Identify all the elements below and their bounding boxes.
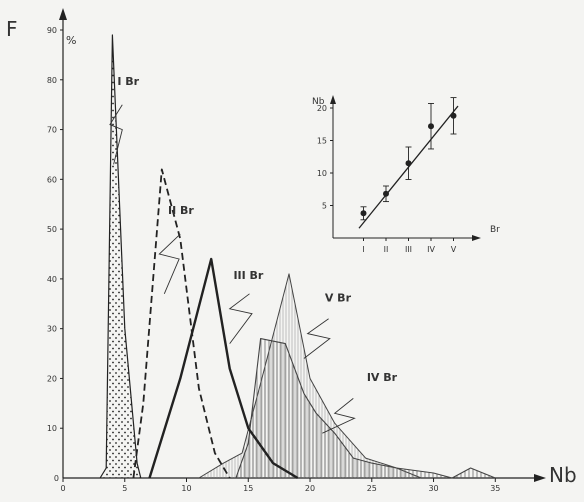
series-iii-br-leader [228, 293, 253, 344]
series-i-br-leader [109, 104, 123, 165]
series-v-br-leader [303, 318, 331, 359]
inset-point [428, 123, 434, 130]
y-tick-label: 10 [47, 424, 57, 433]
y-tick-label: 20 [47, 374, 57, 383]
x-tick-label: 5 [122, 484, 127, 493]
series-v-br-label: V Br [325, 291, 352, 304]
x-tick-label: 0 [60, 484, 65, 493]
y-tick-label: 80 [47, 76, 57, 85]
inset-x-tick-label: IV [427, 245, 435, 254]
inset-point [383, 190, 389, 197]
y-tick-label: 90 [47, 26, 57, 35]
inset-x-arrow [472, 235, 481, 241]
inset-y-arrow [330, 95, 336, 104]
y-axis-arrow [59, 8, 67, 20]
series-iv-br-leader [322, 398, 356, 434]
series-iii-br-curve [148, 257, 299, 480]
series-ii-br-label: II Br [168, 204, 194, 217]
inset-x-label: Br [490, 225, 500, 235]
series-iv-br-curve [235, 338, 496, 479]
inset-point [405, 160, 412, 167]
inset-y-tick-label: 20 [317, 104, 327, 113]
inset-y-tick-label: 15 [317, 137, 327, 146]
x-tick-label: 10 [181, 484, 191, 493]
series-i-br-curve [99, 34, 142, 479]
inset-x-tick-label: II [384, 245, 389, 254]
x-tick-label: 25 [367, 484, 377, 493]
x-tick-label: 20 [305, 484, 315, 493]
series-iii-br-label: III Br [233, 269, 263, 282]
y-tick-label: 0 [54, 474, 59, 483]
inset-point [360, 210, 367, 217]
inset-y-tick-label: 5 [322, 202, 327, 211]
x-axis-label: Nb [549, 463, 577, 487]
y-unit-label: % [66, 34, 76, 47]
y-tick-label: 70 [47, 126, 57, 135]
inset-y-label: Nb [312, 97, 325, 107]
x-axis-arrow [534, 474, 546, 482]
y-tick-label: 60 [47, 175, 57, 184]
inset-x-tick-label: III [405, 245, 412, 254]
y-tick-label: 50 [47, 225, 57, 234]
inset-x-tick-label: I [362, 245, 364, 254]
y-tick-label: 30 [47, 325, 57, 334]
series-ii-br-leader [158, 233, 181, 294]
series-i-br-label: I Br [117, 75, 139, 88]
y-tick-label: 40 [47, 275, 57, 284]
series-iv-br-label: IV Br [367, 371, 398, 384]
y-axis-label: F [6, 17, 18, 41]
inset-point [450, 112, 457, 119]
series-ii-br-curve [132, 168, 231, 479]
x-tick-label: 35 [490, 484, 500, 493]
x-tick-label: 30 [428, 484, 438, 493]
inset-y-tick-label: 10 [317, 169, 327, 178]
x-tick-label: 15 [243, 484, 253, 493]
inset-x-tick-label: V [451, 245, 457, 254]
